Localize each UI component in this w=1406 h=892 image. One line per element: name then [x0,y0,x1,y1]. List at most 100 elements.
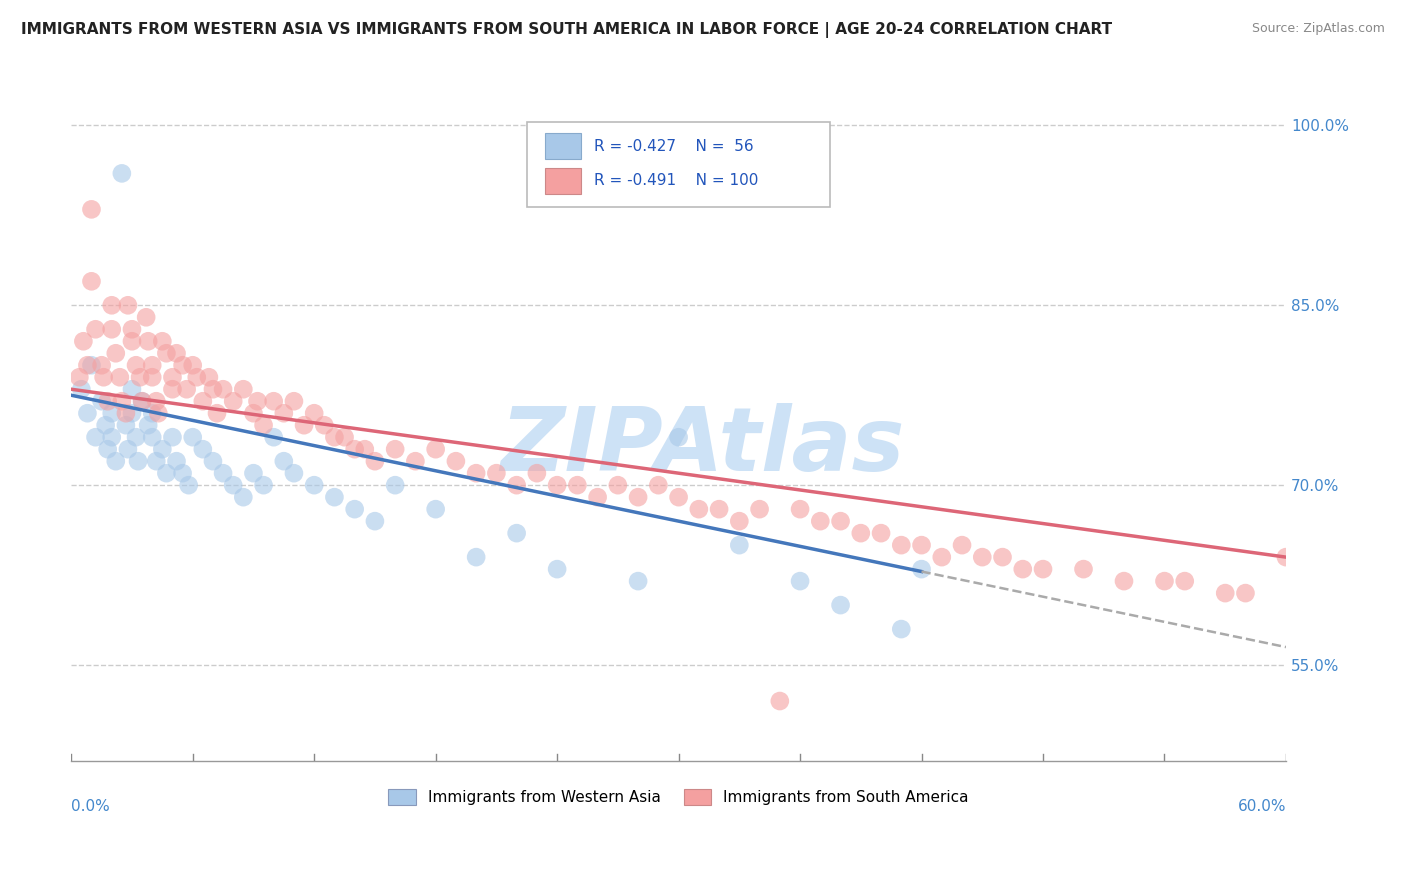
Point [129,370,152,384]
Point [232,490,254,504]
Point [155,346,177,360]
Point [1213,586,1236,600]
Point [104,454,127,468]
Point [212,466,235,480]
FancyBboxPatch shape [527,122,831,207]
Point [100,298,122,312]
Point [212,382,235,396]
Point [302,478,325,492]
Point [808,514,831,528]
Point [972,550,994,565]
Point [100,322,122,336]
Point [191,442,214,457]
Point [181,430,204,444]
Text: 60.0%: 60.0% [1237,799,1286,814]
Point [323,490,346,504]
Point [76,358,98,372]
Point [186,370,208,384]
Point [748,502,770,516]
Bar [546,168,582,194]
Point [67,370,90,384]
Point [127,454,149,468]
Point [90,358,112,372]
Point [606,478,628,492]
Point [80,202,103,217]
Point [1174,574,1197,588]
Point [1112,574,1135,588]
Point [910,562,932,576]
Point [950,538,973,552]
Point [353,442,375,457]
Point [145,394,167,409]
Point [728,538,751,552]
Point [1032,562,1054,576]
Point [150,334,173,349]
Point [789,574,811,588]
Point [283,466,305,480]
Point [181,358,204,372]
Point [688,502,710,516]
Point [252,418,274,433]
Point [131,394,153,409]
Point [263,430,285,444]
Point [302,406,325,420]
Point [890,622,912,636]
Point [100,430,122,444]
Text: R = -0.491    N = 100: R = -0.491 N = 100 [593,173,758,188]
Point [150,442,173,457]
Point [177,478,200,492]
Point [830,598,852,612]
Point [162,370,184,384]
Point [232,382,254,396]
Point [76,406,98,420]
Point [172,466,194,480]
Point [172,358,194,372]
Point [121,382,143,396]
Point [849,526,872,541]
Point [97,442,120,457]
Point [141,370,163,384]
Point [1275,550,1298,565]
Point [444,454,467,468]
Point [135,310,157,325]
Point [136,334,159,349]
Point [627,574,650,588]
Text: Source: ZipAtlas.com: Source: ZipAtlas.com [1251,22,1385,36]
Point [333,430,356,444]
Point [910,538,932,552]
Point [1234,586,1257,600]
Point [201,454,224,468]
Point [728,514,751,528]
Point [1073,562,1095,576]
Point [176,382,198,396]
Point [273,406,295,420]
Point [505,526,527,541]
Point [201,382,224,396]
Point [526,466,548,480]
Point [991,550,1014,565]
Point [222,478,245,492]
Point [198,370,221,384]
Point [273,454,295,468]
Point [890,538,912,552]
Point [121,322,143,336]
Point [191,394,214,409]
Point [343,442,366,457]
Point [93,370,115,384]
Point [115,406,138,420]
Legend: Immigrants from Western Asia, Immigrants from South America: Immigrants from Western Asia, Immigrants… [382,783,976,812]
Point [108,370,131,384]
Point [627,490,650,504]
Point [94,418,117,433]
Point [343,502,366,516]
Point [111,166,134,180]
Point [404,454,426,468]
Point [90,394,112,409]
Point [668,490,690,504]
Point [141,358,163,372]
Point [465,466,488,480]
Point [465,550,488,565]
Point [242,406,264,420]
Point [252,478,274,492]
Point [505,478,527,492]
